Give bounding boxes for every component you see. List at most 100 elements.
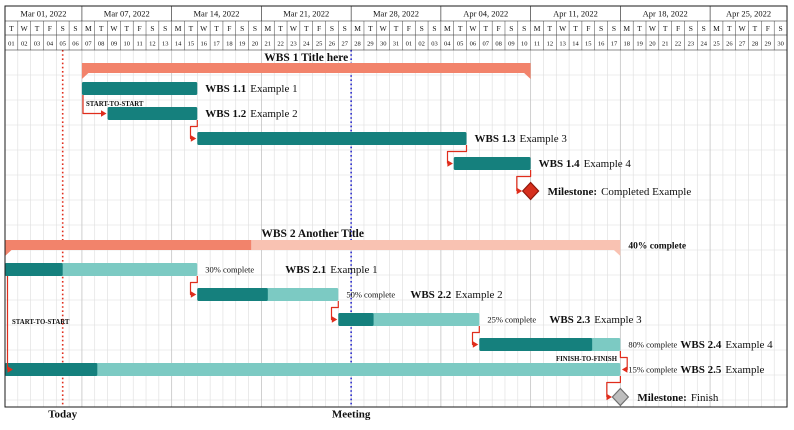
day-number: 23 [290, 41, 297, 48]
link-arrowhead [331, 316, 338, 323]
day-letter: W [469, 24, 477, 33]
link-arrowhead [472, 341, 479, 348]
link-finish-to-start-wbs-2-5-milestone-finish [606, 376, 621, 397]
day-letter: S [73, 24, 77, 33]
day-number: 16 [200, 41, 207, 48]
day-letter: F [496, 24, 500, 33]
task-label-wbs-2-1: WBS 2.1 Example 1 [285, 264, 377, 276]
day-letter: F [676, 24, 680, 33]
day-letter: S [612, 24, 616, 33]
week-label: Apr 25, 2022 [726, 9, 771, 19]
day-letter: S [509, 24, 513, 33]
day-number: 03 [34, 41, 41, 48]
task-bar-wbs-1-3 [197, 132, 467, 145]
day-number: 24 [303, 41, 310, 48]
link-finish-to-start-wbs-2-2-wbs-2-3 [330, 301, 339, 321]
day-number: 09 [508, 41, 515, 48]
day-letter: T [637, 24, 642, 33]
day-letter: T [189, 24, 194, 33]
day-number: 13 [559, 41, 566, 48]
day-number: 26 [726, 41, 733, 48]
day-number: 22 [277, 41, 284, 48]
day-letter: T [124, 24, 129, 33]
day-letter: T [548, 24, 553, 33]
progress-label-wbs-2-1: 30% complete [205, 265, 254, 275]
day-number: 31 [393, 41, 400, 48]
link-finish-to-start-wbs-1-2-wbs-1-3 [189, 120, 198, 140]
task-label-wbs-2-4: WBS 2.4 Example 4 [680, 339, 773, 351]
day-letter: F [317, 24, 321, 33]
day-number: 30 [380, 41, 387, 48]
link-arrowhead [447, 160, 453, 167]
day-number: 28 [752, 41, 759, 48]
day-letter: S [522, 24, 526, 33]
chart-frame [4, 5, 788, 408]
day-letter: S [599, 24, 603, 33]
day-number: 21 [662, 41, 669, 48]
day-number: 10 [521, 41, 528, 48]
day-number: 27 [739, 41, 746, 48]
day-number: 10 [124, 41, 131, 48]
day-number: 06 [72, 41, 79, 48]
day-number: 13 [162, 41, 169, 48]
day-letter: T [573, 24, 578, 33]
link-arrowhead [190, 135, 197, 142]
task-label-wbs-2-3: WBS 2.3 Example 3 [549, 314, 642, 326]
task-bar-progress-wbs-2-3 [338, 313, 374, 326]
day-number: 18 [226, 41, 233, 48]
marker-label-meeting: Meeting [332, 409, 371, 421]
progress-label-wbs-2-4: 80% complete [628, 340, 677, 350]
day-number: 30 [777, 41, 784, 48]
day-letter: T [458, 24, 463, 33]
link-finish-to-start-wbs-1-4-milestone-completed-example [516, 170, 532, 191]
day-letter: T [9, 24, 14, 33]
marker-label-today: Today [48, 409, 77, 421]
day-number: 05 [457, 41, 464, 48]
group-bar-wbs-1 [81, 63, 531, 79]
day-letter: F [766, 24, 770, 33]
day-letter: F [227, 24, 231, 33]
task-bar-progress-wbs-2-5 [5, 363, 98, 376]
day-letter: F [138, 24, 142, 33]
day-letter: S [689, 24, 693, 33]
day-letter: W [739, 24, 747, 33]
task-bar-wbs-1-2 [107, 107, 198, 120]
link-arrowhead [606, 393, 612, 401]
task-label-wbs-1-1: WBS 1.1 Example 1 [205, 83, 297, 95]
week-label: Mar 14, 2022 [194, 9, 240, 19]
day-letter: T [214, 24, 219, 33]
day-number: 04 [444, 41, 451, 48]
day-letter: T [663, 24, 668, 33]
link-arrowhead [190, 291, 197, 298]
day-number: 08 [98, 41, 105, 48]
day-letter: M [444, 24, 451, 33]
day-letter: M [85, 24, 92, 33]
link-arrowhead [101, 110, 107, 117]
task-label-wbs-1-4: WBS 1.4 Example 4 [539, 158, 632, 170]
day-letter: M [354, 24, 361, 33]
group-progress-label: 40% complete [628, 242, 686, 252]
day-number: 19 [636, 41, 643, 48]
day-letter: S [253, 24, 257, 33]
task-bar-progress-wbs-2-1 [5, 263, 63, 276]
milestone-label-completed-example: Milestone: Completed Example [548, 186, 692, 198]
day-number: 09 [111, 41, 118, 48]
milestone-label-finish: Milestone: Finish [637, 392, 718, 404]
day-number: 05 [59, 41, 66, 48]
day-letter: S [150, 24, 154, 33]
task-bar-progress-wbs-2-2 [197, 288, 268, 301]
link-arrowhead [7, 366, 13, 373]
day-letter: S [702, 24, 706, 33]
day-number: 22 [675, 41, 682, 48]
day-letter: T [368, 24, 373, 33]
week-label: Mar 28, 2022 [373, 9, 419, 19]
group-title-wbs-1: WBS 1 Title here [264, 52, 348, 64]
link-arrowhead [516, 187, 523, 195]
day-letter: M [175, 24, 182, 33]
day-number: 11 [136, 41, 142, 48]
day-letter: S [343, 24, 347, 33]
day-number: 18 [624, 41, 631, 48]
day-number: 15 [585, 41, 592, 48]
day-letter: W [649, 24, 657, 33]
